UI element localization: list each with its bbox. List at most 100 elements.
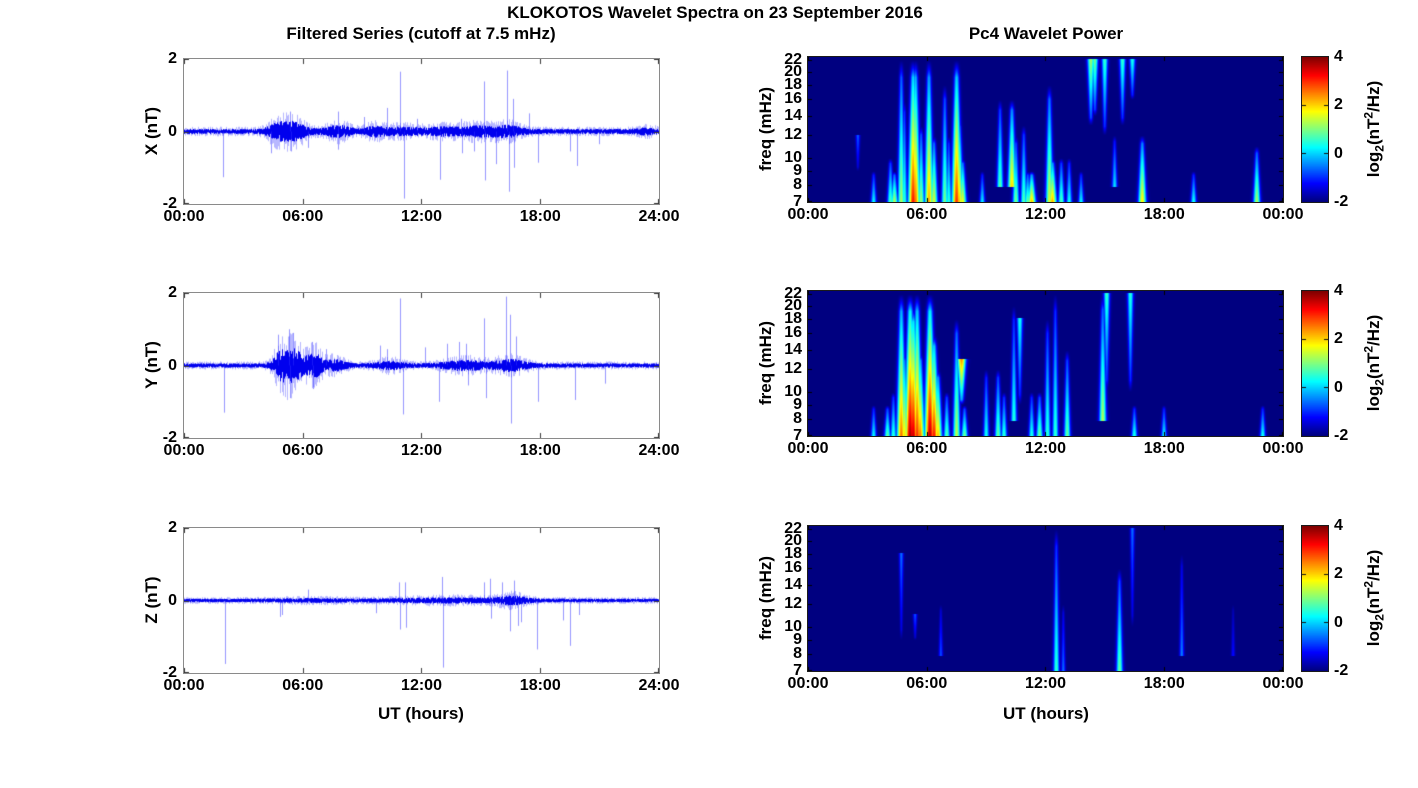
z-series-ylabel: Z (nT) xyxy=(142,576,161,624)
freq-tick-label: 20 xyxy=(784,62,802,80)
colorbar-tick-label: 4 xyxy=(1334,282,1343,299)
freq-tick-label: 10 xyxy=(784,617,802,635)
x-tick-label: 18:00 xyxy=(1143,675,1185,692)
y-tick-label: -2 xyxy=(162,195,177,212)
x-series-plot xyxy=(183,58,660,205)
colorbar-tick-label: 2 xyxy=(1334,565,1343,583)
x-tick-label: 18:00 xyxy=(519,208,561,225)
colorbar-tick-label: 2 xyxy=(1334,96,1343,114)
y-series-ylabel: Y (nT) xyxy=(142,341,161,389)
figure-title: KLOKOTOS Wavelet Spectra on 23 September… xyxy=(507,3,923,22)
x-wavelet-spectrogram xyxy=(807,56,1284,203)
colorbar-tick-label: 0 xyxy=(1334,613,1343,631)
colorbar-tick-label: 4 xyxy=(1334,48,1343,65)
freq-tick-label: 14 xyxy=(784,106,802,124)
colorbar-top xyxy=(1301,56,1329,203)
freq-tick-label: 20 xyxy=(784,296,802,314)
freq-tick-label: 12 xyxy=(784,126,802,144)
freq-tick-label: 20 xyxy=(784,531,802,549)
colorbar-label-sub: 2 xyxy=(1372,614,1387,621)
x-tick-label: 00:00 xyxy=(1262,206,1304,223)
freq-tick-label: 18 xyxy=(784,309,802,327)
freq-tick-label: 10 xyxy=(784,382,802,400)
x-tick-label: 12:00 xyxy=(401,677,442,694)
y-tick-label: 2 xyxy=(168,50,177,67)
x-tick-label: 12:00 xyxy=(401,208,442,225)
colorbar-tick-label: 4 xyxy=(1334,517,1343,534)
y-tick-label: -2 xyxy=(162,429,177,446)
freq-tick-label: 7 xyxy=(793,193,802,210)
x-tick-label: 12:00 xyxy=(1025,675,1066,692)
left-xaxis-title: UT (hours) xyxy=(378,704,464,723)
y-tick-label: -2 xyxy=(162,664,177,681)
freq-tick-label: 22 xyxy=(784,519,802,537)
z-series-plot xyxy=(183,527,660,674)
x-tick-label: 00:00 xyxy=(163,442,205,459)
freq-tick-label: 9 xyxy=(793,161,802,179)
colorbar-label-sub: 2 xyxy=(1372,379,1387,386)
x-tick-label: 24:00 xyxy=(638,208,680,225)
colorbar-label-top: log2(nT2/Hz) xyxy=(1361,81,1386,177)
x-tick-label: 00:00 xyxy=(787,440,829,457)
colorbar-tick-label: 0 xyxy=(1334,144,1343,162)
freq-tick-label: 12 xyxy=(784,595,802,613)
freq-tick-label: 16 xyxy=(784,90,802,108)
x-tick-label: 06:00 xyxy=(282,677,324,694)
x-tick-label: 06:00 xyxy=(282,442,324,459)
freq-tick-label: 8 xyxy=(793,645,802,663)
y-spectrogram-ylabel: freq (mHz) xyxy=(756,320,775,406)
x-spectrogram-ylabel: freq (mHz) xyxy=(756,86,775,172)
x-tick-label: 00:00 xyxy=(787,675,829,692)
colorbar-label-bottom: log2(nT2/Hz) xyxy=(1361,550,1386,646)
colorbar-label-text: /Hz) xyxy=(1364,80,1384,112)
freq-tick-label: 12 xyxy=(784,360,802,378)
y-tick-label: 2 xyxy=(168,284,177,301)
freq-tick-label: 8 xyxy=(793,176,802,194)
right-xaxis-title: UT (hours) xyxy=(1003,704,1089,723)
freq-tick-label: 7 xyxy=(793,427,802,444)
colorbar-tick-label: -2 xyxy=(1334,427,1349,444)
freq-tick-label: 8 xyxy=(793,410,802,428)
colorbar-label-text: (nT xyxy=(1364,118,1384,146)
colorbar-label-sup: 2 xyxy=(1361,580,1376,588)
colorbar-label-text: /Hz) xyxy=(1364,314,1384,346)
colorbar-middle xyxy=(1301,290,1329,437)
y-tick-label: 0 xyxy=(168,356,177,374)
colorbar-tick-label: -2 xyxy=(1334,662,1349,679)
x-tick-label: 18:00 xyxy=(519,677,561,694)
colorbar-label-sup: 2 xyxy=(1361,345,1376,353)
x-series-ylabel: X (nT) xyxy=(142,106,161,156)
y-tick-label: 2 xyxy=(168,519,177,536)
y-tick-label: 0 xyxy=(168,591,177,609)
colorbar-label-text: (nT xyxy=(1364,587,1384,615)
x-tick-label: 06:00 xyxy=(906,440,948,457)
x-tick-label: 00:00 xyxy=(1262,675,1304,692)
colorbar-label-text: log xyxy=(1364,620,1384,647)
x-tick-label: 00:00 xyxy=(163,208,205,225)
colorbar-tick-label: 2 xyxy=(1334,330,1343,348)
freq-tick-label: 7 xyxy=(793,662,802,679)
y-tick-label: 0 xyxy=(168,122,177,140)
freq-tick-label: 9 xyxy=(793,630,802,648)
x-tick-label: 18:00 xyxy=(1143,440,1185,457)
freq-tick-label: 22 xyxy=(784,50,802,68)
x-tick-label: 06:00 xyxy=(906,206,948,223)
colorbar-label-text: log xyxy=(1364,385,1384,412)
x-tick-label: 12:00 xyxy=(401,442,442,459)
freq-tick-label: 14 xyxy=(784,575,802,593)
freq-tick-label: 16 xyxy=(784,324,802,342)
freq-tick-label: 16 xyxy=(784,559,802,577)
colorbar-label-sub: 2 xyxy=(1372,145,1387,152)
freq-tick-label: 22 xyxy=(784,284,802,302)
freq-tick-label: 9 xyxy=(793,395,802,413)
freq-tick-label: 18 xyxy=(784,544,802,562)
x-tick-label: 00:00 xyxy=(163,677,205,694)
x-tick-label: 12:00 xyxy=(1025,206,1066,223)
colorbar-label-text: /Hz) xyxy=(1364,549,1384,581)
y-series-plot xyxy=(183,292,660,439)
z-wavelet-spectrogram xyxy=(807,525,1284,672)
left-column-title: Filtered Series (cutoff at 7.5 mHz) xyxy=(286,24,556,43)
colorbar-label-text: (nT xyxy=(1364,352,1384,380)
colorbar-label-middle: log2(nT2/Hz) xyxy=(1361,315,1386,411)
